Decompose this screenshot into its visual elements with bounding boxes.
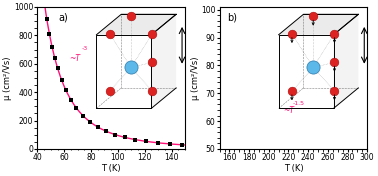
Text: a): a) xyxy=(58,13,68,23)
Point xyxy=(68,98,74,101)
Point xyxy=(44,18,50,20)
Point xyxy=(103,130,109,133)
Point xyxy=(52,57,58,60)
Point xyxy=(59,78,65,81)
X-axis label: T (K): T (K) xyxy=(284,164,303,172)
Point xyxy=(167,143,173,145)
Text: b): b) xyxy=(227,13,237,23)
Point xyxy=(41,0,47,2)
Point xyxy=(54,67,60,69)
Point xyxy=(87,120,93,123)
Point xyxy=(46,33,53,36)
Point xyxy=(155,142,161,144)
Point xyxy=(122,136,128,139)
Point xyxy=(80,114,86,117)
Text: -3: -3 xyxy=(82,46,88,51)
Point xyxy=(73,106,79,109)
Point xyxy=(132,138,138,141)
X-axis label: T (K): T (K) xyxy=(101,164,121,172)
Y-axis label: μ (cm²/Vs): μ (cm²/Vs) xyxy=(3,56,12,100)
Text: ~T: ~T xyxy=(284,106,294,115)
Text: ~T: ~T xyxy=(70,54,81,63)
Text: -1.5: -1.5 xyxy=(293,101,304,106)
Point xyxy=(112,133,118,136)
Point xyxy=(62,88,68,91)
Point xyxy=(143,140,149,143)
Point xyxy=(49,46,55,49)
Y-axis label: μ (cm²/Vs): μ (cm²/Vs) xyxy=(191,56,200,100)
Point xyxy=(95,126,101,128)
Point xyxy=(179,143,185,146)
